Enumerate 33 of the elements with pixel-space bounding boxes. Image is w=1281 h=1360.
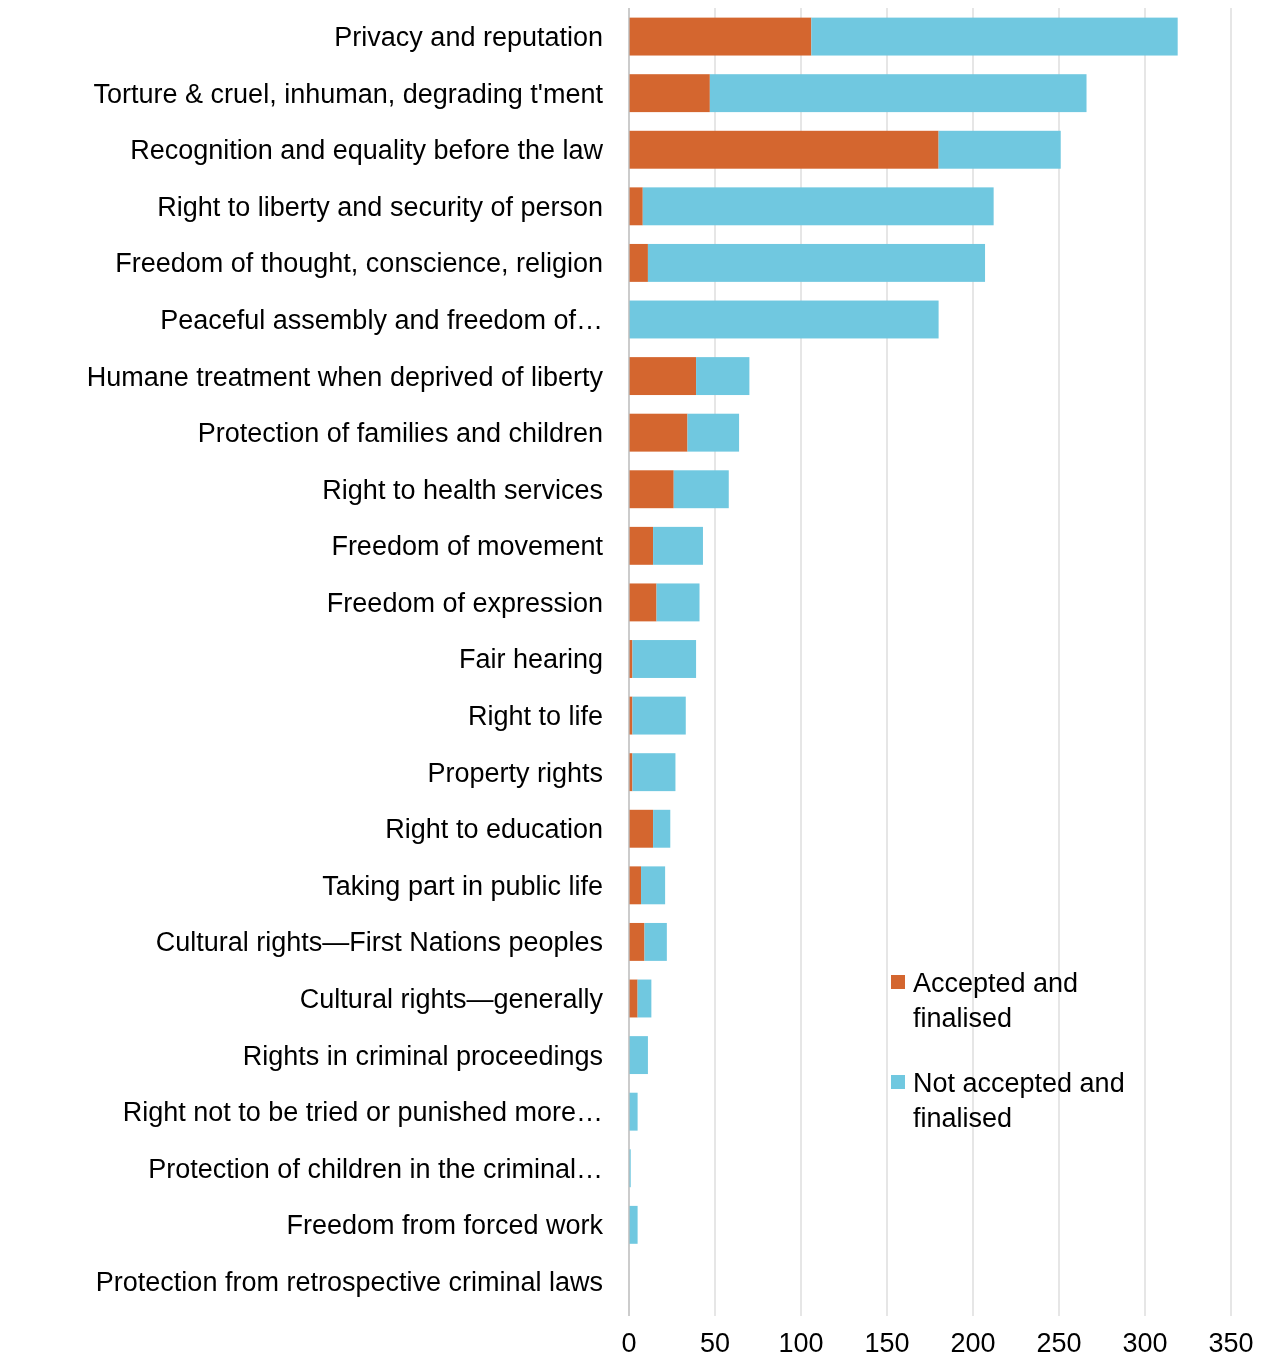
y-tick-label: Right not to be tried or punished more…: [122, 1097, 603, 1128]
y-tick-label: Fair hearing: [458, 644, 603, 675]
x-tick-label: 250: [1036, 1328, 1082, 1358]
x-tick-label: 50: [699, 1328, 731, 1358]
x-tick-label: 350: [1208, 1328, 1254, 1358]
x-tick-label: 200: [950, 1328, 996, 1358]
y-tick-label: Freedom of expression: [326, 587, 603, 618]
y-tick-label: Protection of families and children: [197, 418, 603, 449]
y-tick-label: Right to life: [467, 701, 603, 732]
x-tick-label: 100: [778, 1328, 824, 1358]
y-tick-label: Humane treatment when deprived of liberty: [86, 361, 604, 392]
legend-label: Not accepted and finalised: [913, 1068, 1125, 1134]
x-tick-label: 0: [621, 1328, 637, 1358]
y-tick-label: Right to liberty and security of person: [157, 191, 603, 222]
y-tick-label: Cultural rights—First Nations peoples: [155, 927, 603, 958]
y-tick-label: Torture & cruel, inhuman, degrading t'ment: [93, 78, 604, 109]
y-tick-label: Freedom of thought, conscience, religion: [115, 248, 603, 279]
y-tick-label: Right to health services: [322, 474, 603, 505]
y-tick-label: Recognition and equality before the law: [130, 135, 604, 166]
y-tick-label: Right to education: [385, 814, 603, 845]
y-tick-label: Cultural rights—generally: [299, 983, 604, 1014]
y-tick-label: Taking part in public life: [322, 870, 603, 901]
y-tick-label: Protection of children in the criminal…: [148, 1153, 603, 1184]
y-tick-label: Privacy and reputation: [334, 22, 603, 53]
y-tick-label: Rights in criminal proceedings: [242, 1040, 603, 1071]
y-tick-label: Freedom from forced work: [286, 1210, 604, 1241]
y-tick-label: Property rights: [427, 757, 603, 788]
y-tick-label: Freedom of movement: [331, 531, 604, 562]
x-tick-label: 300: [1122, 1328, 1168, 1358]
y-tick-label: Protection from retrospective criminal laws: [95, 1266, 603, 1297]
legend-label: Accepted and finalised: [913, 968, 1079, 1034]
x-tick-label: 150: [864, 1328, 910, 1358]
y-tick-label: Peaceful assembly and freedom of…: [160, 304, 603, 335]
